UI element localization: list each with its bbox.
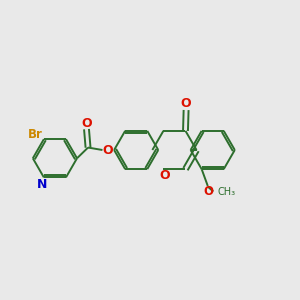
- Text: Br: Br: [28, 128, 43, 141]
- Text: O: O: [102, 143, 113, 157]
- Text: O: O: [181, 98, 191, 110]
- Text: O: O: [159, 169, 169, 182]
- Text: CH₃: CH₃: [218, 187, 236, 196]
- Text: O: O: [81, 116, 92, 130]
- Text: O: O: [203, 185, 213, 198]
- Text: N: N: [37, 178, 47, 191]
